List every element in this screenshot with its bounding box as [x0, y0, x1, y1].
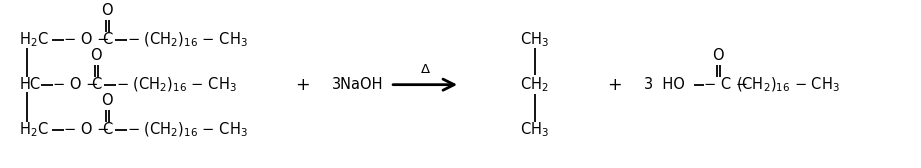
Text: − C −: − C − [705, 77, 748, 92]
Text: 3  HO: 3 HO [645, 77, 685, 92]
Text: C: C [102, 122, 112, 137]
Text: O: O [713, 48, 724, 63]
Text: − O −: − O − [53, 77, 99, 92]
Text: CH$_2$: CH$_2$ [520, 75, 549, 94]
Text: C: C [102, 32, 112, 47]
Text: C: C [91, 77, 101, 92]
Text: (CH$_2$)$_{16}$ − CH$_3$: (CH$_2$)$_{16}$ − CH$_3$ [736, 75, 840, 94]
Text: CH$_3$: CH$_3$ [520, 30, 549, 49]
Text: − (CH$_2$)$_{16}$ − CH$_3$: − (CH$_2$)$_{16}$ − CH$_3$ [116, 75, 237, 94]
Text: H$_2$C: H$_2$C [19, 120, 49, 139]
Text: − O −: − O − [64, 122, 110, 137]
Text: $\Delta$: $\Delta$ [420, 62, 431, 76]
Text: CH$_3$: CH$_3$ [520, 120, 549, 139]
Text: HC: HC [19, 77, 41, 92]
Text: − (CH$_2$)$_{16}$ − CH$_3$: − (CH$_2$)$_{16}$ − CH$_3$ [127, 120, 248, 139]
Text: − O −: − O − [64, 32, 110, 47]
Text: H$_2$C: H$_2$C [19, 30, 49, 49]
Text: O: O [101, 93, 113, 108]
Text: O: O [90, 48, 102, 63]
Text: +: + [295, 76, 309, 94]
Text: 3NaOH: 3NaOH [332, 77, 384, 92]
Text: +: + [607, 76, 622, 94]
Text: − (CH$_2$)$_{16}$ − CH$_3$: − (CH$_2$)$_{16}$ − CH$_3$ [127, 31, 248, 49]
Text: O: O [101, 3, 113, 18]
